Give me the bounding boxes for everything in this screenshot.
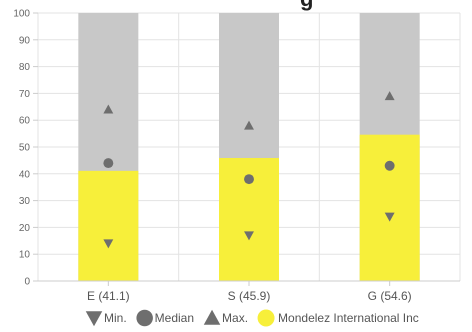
y-tick-label: 20: [19, 223, 31, 234]
legend-label: Median: [155, 311, 194, 325]
y-tick-label: 0: [24, 277, 30, 288]
x-tick-label: G (54.6): [368, 289, 412, 303]
y-tick-label: 40: [19, 169, 31, 180]
y-tick-label: 50: [19, 143, 31, 154]
legend-label: Mondelez International Inc: [278, 311, 419, 325]
x-tick-label: E (41.1): [87, 289, 130, 303]
median-marker: [244, 174, 254, 185]
legend-median-icon: [136, 309, 153, 327]
max-marker: [103, 104, 114, 114]
chart-title-fragment: g: [300, 0, 313, 11]
max-marker: [384, 91, 395, 101]
median-marker: [103, 158, 114, 169]
y-tick-label: 90: [19, 35, 31, 46]
median-marker: [384, 160, 395, 171]
y-tick-label: 60: [19, 116, 31, 127]
legend-max-icon: [203, 309, 221, 325]
y-axis: 0 10 20 30 40 50 60 70 80 90 100: [13, 9, 38, 288]
y-tick-label: 10: [19, 250, 31, 261]
legend[interactable]: Min. Median Max. Mondelez International Inc: [85, 309, 419, 327]
legend-label: Min.: [104, 311, 127, 325]
min-marker: [384, 212, 395, 222]
legend-label: Max.: [222, 311, 248, 325]
y-tick-label: 100: [13, 9, 30, 20]
bar-1: [78, 170, 139, 281]
x-axis: E (41.1) S (45.9) G (54.6): [38, 280, 460, 303]
bar-3: [359, 134, 420, 281]
markers: [103, 91, 395, 249]
bars: [78, 13, 420, 281]
y-tick-label: 70: [19, 89, 31, 100]
y-tick-label: 80: [19, 62, 31, 73]
min-marker: [103, 239, 114, 249]
max-marker: [244, 120, 254, 130]
legend-series-icon: [257, 309, 275, 327]
y-tick-label: 30: [19, 196, 31, 207]
min-marker: [244, 231, 254, 241]
legend-min-icon: [85, 311, 103, 327]
x-tick-label: S (45.9): [228, 289, 271, 303]
